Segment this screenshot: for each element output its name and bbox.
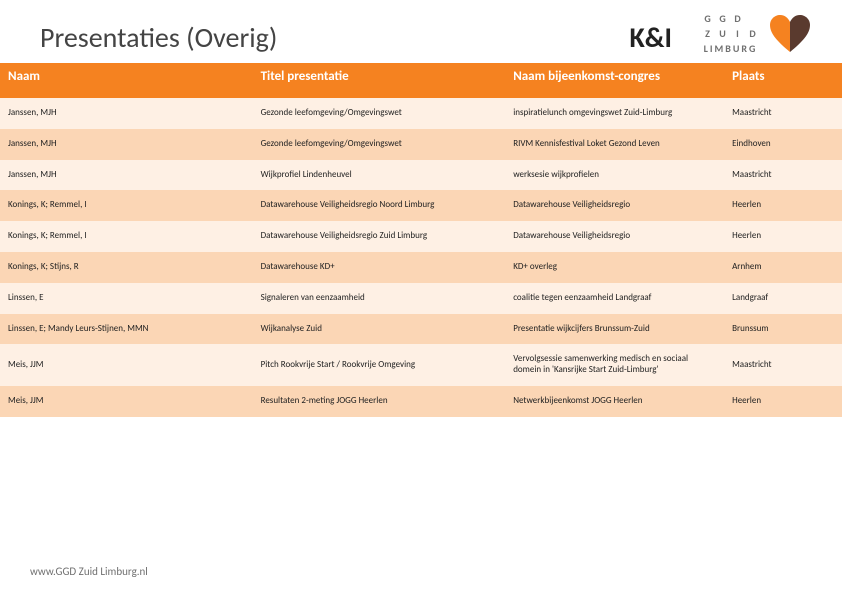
cell: Eindhoven bbox=[724, 129, 842, 160]
cell: Maastricht bbox=[724, 98, 842, 129]
cell: Datawarehouse Veiligheidsregio Noord Lim… bbox=[253, 190, 506, 221]
col-titel: Titel presentatie bbox=[253, 63, 506, 98]
heart-icon bbox=[768, 14, 812, 54]
footer-url: www.GGD Zuid Limburg.nl bbox=[30, 565, 148, 578]
cell: Datawarehouse Veiligheidsregio bbox=[505, 221, 724, 252]
cell: Janssen, MJH bbox=[0, 98, 253, 129]
table-row: Konings, K; Stijns, R Datawarehouse KD+ … bbox=[0, 252, 842, 283]
page-subtitle: K&I bbox=[629, 20, 672, 55]
cell: Janssen, MJH bbox=[0, 160, 253, 191]
cell: Datawarehouse Veiligheidsregio Zuid Limb… bbox=[253, 221, 506, 252]
cell: Wijkprofiel Lindenheuvel bbox=[253, 160, 506, 191]
cell: inspiratielunch omgevingswet Zuid-Limbur… bbox=[505, 98, 724, 129]
cell: Meis, JJM bbox=[0, 344, 253, 386]
table-row: Janssen, MJH Gezonde leefomgeving/Omgevi… bbox=[0, 129, 842, 160]
cell: Resultaten 2-meting JOGG Heerlen bbox=[253, 386, 506, 417]
cell: Heerlen bbox=[724, 221, 842, 252]
cell: Vervolgsessie samenwerking medisch en so… bbox=[505, 344, 724, 386]
cell: Presentatie wijkcijfers Brunssum-Zuid bbox=[505, 314, 724, 345]
cell: Konings, K; Stijns, R bbox=[0, 252, 253, 283]
cell: Signaleren van eenzaamheid bbox=[253, 283, 506, 314]
table-row: Janssen, MJH Gezonde leefomgeving/Omgevi… bbox=[0, 98, 842, 129]
cell: KD+ overleg bbox=[505, 252, 724, 283]
cell: Heerlen bbox=[724, 190, 842, 221]
page-title: Presentaties (Overig) bbox=[40, 20, 277, 55]
cell: Datawarehouse Veiligheidsregio bbox=[505, 190, 724, 221]
cell: Konings, K; Remmel, I bbox=[0, 221, 253, 252]
table-row: Janssen, MJH Wijkprofiel Lindenheuvel we… bbox=[0, 160, 842, 191]
cell: Netwerkbijeenkomst JOGG Heerlen bbox=[505, 386, 724, 417]
cell: coalitie tegen eenzaamheid Landgraaf bbox=[505, 283, 724, 314]
cell: Wijkanalyse Zuid bbox=[253, 314, 506, 345]
col-plaats: Plaats bbox=[724, 63, 842, 98]
cell: Janssen, MJH bbox=[0, 129, 253, 160]
cell: Pitch Rookvrije Start / Rookvrije Omgevi… bbox=[253, 344, 506, 386]
cell: Arnhem bbox=[724, 252, 842, 283]
cell: Linssen, E; Mandy Leurs-Stijnen, MMN bbox=[0, 314, 253, 345]
col-bijeenkomst: Naam bijeenkomst-congres bbox=[505, 63, 724, 98]
table-row: Linssen, E Signaleren van eenzaamheid co… bbox=[0, 283, 842, 314]
table-row: Meis, JJM Pitch Rookvrije Start / Rookvr… bbox=[0, 344, 842, 386]
cell: Landgraaf bbox=[724, 283, 842, 314]
cell: Konings, K; Remmel, I bbox=[0, 190, 253, 221]
cell: Maastricht bbox=[724, 344, 842, 386]
cell: Maastricht bbox=[724, 160, 842, 191]
table-row: Konings, K; Remmel, I Datawarehouse Veil… bbox=[0, 221, 842, 252]
cell: Meis, JJM bbox=[0, 386, 253, 417]
presentations-table: Naam Titel presentatie Naam bijeenkomst-… bbox=[0, 63, 842, 417]
cell: Gezonde leefomgeving/Omgevingswet bbox=[253, 129, 506, 160]
cell: Heerlen bbox=[724, 386, 842, 417]
cell: Gezonde leefomgeving/Omgevingswet bbox=[253, 98, 506, 129]
cell: RIVM Kennisfestival Loket Gezond Leven bbox=[505, 129, 724, 160]
brand-logo: GGD ZUID LIMBURG bbox=[701, 12, 812, 56]
table-row: Meis, JJM Resultaten 2-meting JOGG Heerl… bbox=[0, 386, 842, 417]
col-naam: Naam bbox=[0, 63, 253, 98]
table-row: Linssen, E; Mandy Leurs-Stijnen, MMN Wij… bbox=[0, 314, 842, 345]
cell: Brunssum bbox=[724, 314, 842, 345]
table-header-row: Naam Titel presentatie Naam bijeenkomst-… bbox=[0, 63, 842, 98]
cell: werksesie wijkprofielen bbox=[505, 160, 724, 191]
table-row: Konings, K; Remmel, I Datawarehouse Veil… bbox=[0, 190, 842, 221]
cell: Linssen, E bbox=[0, 283, 253, 314]
logo-text: GGD ZUID LIMBURG bbox=[701, 12, 760, 56]
cell: Datawarehouse KD+ bbox=[253, 252, 506, 283]
